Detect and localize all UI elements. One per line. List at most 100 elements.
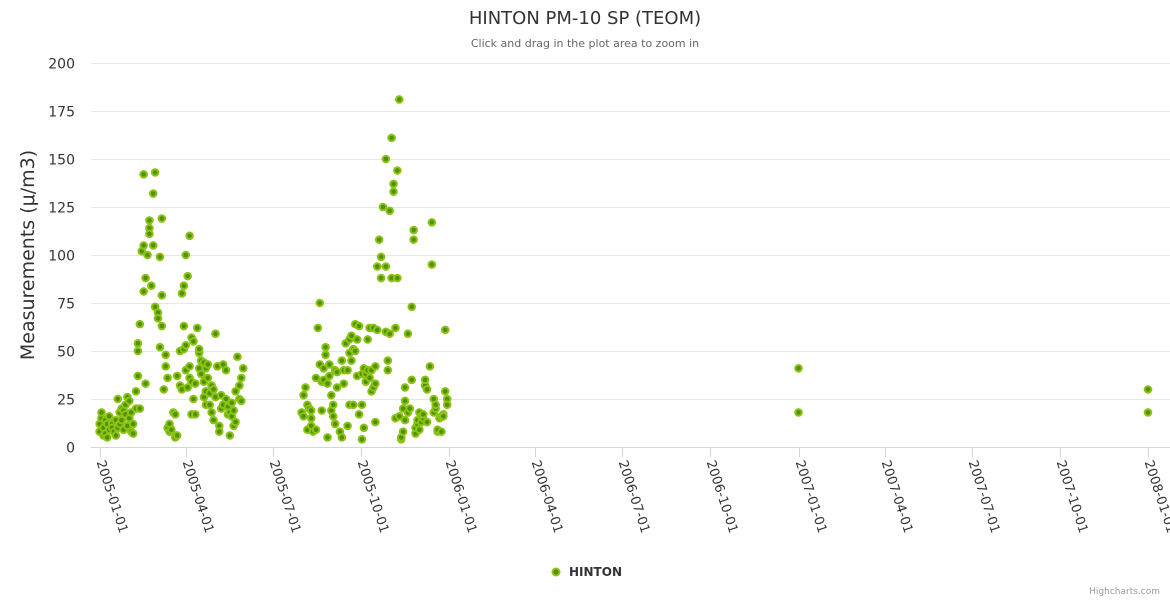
data-point[interactable] — [321, 350, 330, 360]
data-point[interactable] — [347, 356, 356, 365]
data-point[interactable] — [157, 321, 167, 331]
data-point[interactable] — [327, 390, 336, 400]
data-point[interactable] — [117, 415, 126, 425]
data-point[interactable] — [332, 367, 342, 377]
data-point[interactable] — [407, 375, 417, 385]
data-point[interactable] — [203, 360, 213, 369]
data-point[interactable] — [442, 400, 452, 410]
data-point[interactable] — [323, 379, 332, 388]
data-point[interactable] — [194, 344, 204, 354]
data-point[interactable] — [330, 419, 340, 429]
data-point[interactable] — [372, 262, 382, 271]
data-point[interactable] — [159, 385, 169, 394]
data-point[interactable] — [407, 302, 417, 312]
data-point[interactable] — [205, 400, 215, 410]
data-point[interactable] — [393, 166, 402, 175]
data-point[interactable] — [418, 410, 428, 419]
data-point[interactable] — [337, 433, 347, 442]
data-point[interactable] — [391, 323, 400, 333]
data-point[interactable] — [181, 250, 191, 260]
series-hinton[interactable] — [95, 95, 1153, 444]
data-point[interactable] — [102, 433, 112, 442]
data-point[interactable] — [148, 189, 158, 198]
data-point[interactable] — [431, 400, 440, 410]
data-point[interactable] — [209, 415, 218, 425]
data-point[interactable] — [400, 383, 410, 392]
data-point[interactable] — [371, 417, 380, 427]
data-point[interactable] — [214, 427, 224, 436]
data-point[interactable] — [400, 415, 410, 425]
data-point[interactable] — [422, 417, 432, 427]
data-point[interactable] — [191, 410, 200, 419]
data-point[interactable] — [1143, 385, 1153, 394]
data-point[interactable] — [372, 325, 382, 335]
data-point[interactable] — [385, 206, 395, 216]
data-point[interactable] — [354, 321, 364, 331]
data-point[interactable] — [185, 231, 194, 241]
data-point[interactable] — [394, 95, 404, 104]
data-point[interactable] — [381, 154, 391, 164]
data-point[interactable] — [400, 396, 410, 406]
data-point[interactable] — [231, 417, 240, 427]
data-point[interactable] — [161, 350, 170, 360]
data-point[interactable] — [299, 390, 308, 400]
data-point[interactable] — [179, 321, 189, 331]
data-point[interactable] — [311, 373, 321, 383]
data-point[interactable] — [128, 429, 138, 438]
data-point[interactable] — [393, 273, 402, 283]
data-point[interactable] — [172, 371, 182, 381]
data-point[interactable] — [148, 241, 158, 250]
data-point[interactable] — [238, 363, 248, 373]
data-point[interactable] — [415, 425, 424, 435]
data-point[interactable] — [135, 404, 145, 413]
data-point[interactable] — [398, 427, 408, 436]
data-point[interactable] — [235, 381, 244, 390]
data-point[interactable] — [306, 406, 316, 415]
data-point[interactable] — [147, 281, 156, 291]
data-point[interactable] — [161, 362, 170, 371]
data-point[interactable] — [139, 241, 148, 250]
data-point[interactable] — [221, 365, 231, 375]
data-point[interactable] — [440, 387, 450, 396]
data-point[interactable] — [339, 379, 349, 388]
data-point[interactable] — [179, 281, 189, 291]
data-point[interactable] — [325, 360, 334, 369]
data-point[interactable] — [135, 319, 145, 329]
data-point[interactable] — [313, 323, 323, 333]
data-point[interactable] — [170, 410, 180, 419]
data-point[interactable] — [192, 323, 202, 333]
data-point[interactable] — [365, 373, 374, 383]
data-point[interactable] — [409, 235, 418, 244]
legend-item-hinton[interactable]: HINTON — [551, 565, 622, 579]
data-point[interactable] — [325, 371, 334, 381]
data-point[interactable] — [153, 314, 163, 323]
data-point[interactable] — [352, 335, 362, 344]
data-point[interactable] — [347, 331, 356, 340]
data-point[interactable] — [177, 289, 187, 298]
data-point[interactable] — [387, 133, 396, 143]
data-point[interactable] — [328, 400, 338, 410]
data-point[interactable] — [359, 423, 369, 433]
data-point[interactable] — [1143, 408, 1153, 417]
data-point[interactable] — [311, 425, 321, 435]
data-point[interactable] — [403, 329, 413, 339]
data-point[interactable] — [128, 419, 138, 429]
data-point[interactable] — [317, 406, 327, 415]
data-point[interactable] — [139, 170, 148, 179]
data-point[interactable] — [196, 369, 206, 379]
data-point[interactable] — [385, 329, 395, 339]
data-point[interactable] — [409, 225, 418, 235]
data-point[interactable] — [371, 379, 380, 388]
data-point[interactable] — [306, 413, 316, 423]
data-point[interactable] — [237, 373, 246, 383]
data-point[interactable] — [328, 411, 338, 421]
data-point[interactable] — [172, 431, 182, 440]
data-point[interactable] — [301, 383, 310, 392]
data-point[interactable] — [113, 394, 123, 404]
data-point[interactable] — [383, 356, 393, 365]
data-point[interactable] — [299, 411, 308, 421]
data-point[interactable] — [437, 427, 446, 436]
data-point[interactable] — [133, 371, 143, 381]
data-point[interactable] — [157, 291, 167, 300]
